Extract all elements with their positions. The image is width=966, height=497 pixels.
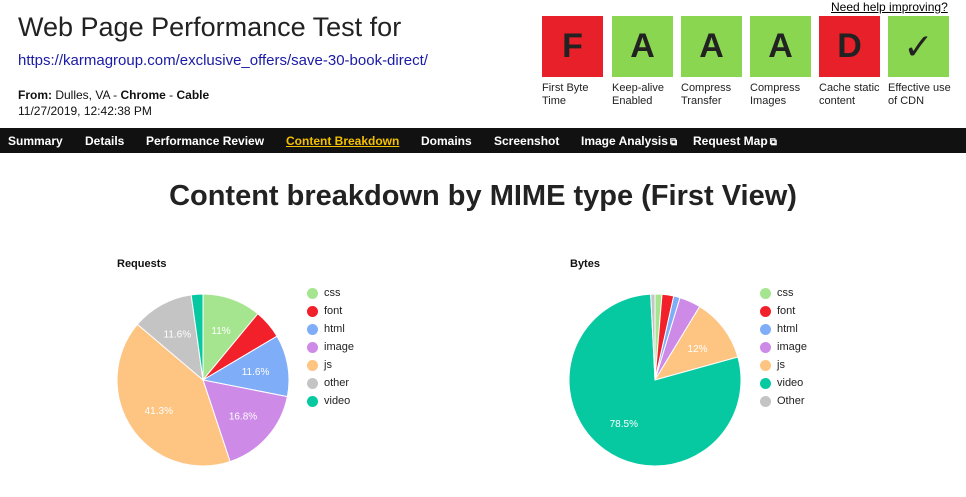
- legend-label: Other: [777, 395, 805, 407]
- external-link-icon: ⧉: [669, 137, 678, 148]
- pie-data-label: 41.3%: [145, 406, 173, 417]
- legend-swatch: [760, 359, 771, 371]
- pie-data-label: 16.8%: [229, 411, 257, 422]
- bytes-chart-title: Bytes: [570, 258, 600, 270]
- legend-swatch: [760, 305, 771, 317]
- nav-request-map[interactable]: Request Map ⧉: [693, 134, 777, 148]
- grade-box[interactable]: A: [612, 16, 673, 77]
- pie-slice-js[interactable]: [117, 323, 231, 466]
- grade-box[interactable]: ✓: [888, 16, 949, 77]
- legend-swatch: [307, 305, 318, 317]
- grade-label: Compress Transfer: [681, 82, 732, 107]
- legend-item-js[interactable]: js: [760, 359, 785, 371]
- legend-swatch: [307, 341, 318, 353]
- nav-domains[interactable]: Domains: [421, 134, 472, 148]
- legend-swatch: [307, 377, 318, 389]
- nav-content-breakdown[interactable]: Content Breakdown: [286, 134, 400, 148]
- requests-legend: css font html image js other video: [307, 287, 387, 417]
- grade-box[interactable]: F: [542, 16, 603, 77]
- legend-item-image[interactable]: image: [760, 341, 807, 353]
- pie-data-label: 11%: [211, 326, 230, 337]
- legend-swatch: [760, 395, 771, 407]
- content-breakdown-heading: Content breakdown by MIME type (First Vi…: [169, 180, 797, 212]
- from-label: From:: [18, 88, 52, 102]
- help-improving-link[interactable]: Need help improving?: [831, 0, 948, 14]
- nav-performance-review[interactable]: Performance Review: [146, 134, 265, 148]
- nav-screenshot[interactable]: Screenshot: [494, 134, 560, 148]
- legend-item-font[interactable]: font: [760, 305, 795, 317]
- legend-label: html: [324, 323, 345, 335]
- legend-label: video: [777, 377, 804, 389]
- requests-chart-title: Requests: [117, 258, 167, 270]
- pie-slice-js[interactable]: [653, 305, 739, 381]
- legend-swatch: [307, 395, 318, 407]
- legend-label: css: [777, 287, 794, 299]
- test-date: 11/27/2019, 12:42:38 PM: [18, 104, 152, 118]
- legend-item-image[interactable]: image: [307, 341, 354, 353]
- legend-item-video[interactable]: video: [760, 377, 803, 389]
- legend-label: font: [324, 305, 343, 317]
- legend-label: js: [324, 359, 332, 371]
- nav-summary[interactable]: Summary: [8, 134, 63, 148]
- legend-swatch: [760, 377, 771, 389]
- grade-label: First Byte Time: [542, 82, 589, 107]
- tested-url-link[interactable]: https://karmagroup.com/exclusive_offers/…: [18, 52, 428, 69]
- legend-item-css[interactable]: css: [760, 287, 794, 299]
- legend-label: image: [324, 341, 354, 353]
- legend-label: html: [777, 323, 798, 335]
- pie-slice-image[interactable]: [202, 379, 288, 463]
- main-nav: Summary Details Performance Review Conte…: [0, 128, 966, 153]
- pie-slice-html[interactable]: [201, 335, 289, 398]
- page-title: Web Page Performance Test for: [18, 12, 402, 42]
- bytes-pie-chart: 12% 78.5%: [569, 294, 741, 466]
- legend-swatch: [760, 287, 771, 299]
- from-location: Dulles, VA -: [52, 88, 121, 102]
- legend-item-html[interactable]: html: [307, 323, 345, 335]
- grade-box[interactable]: A: [750, 16, 811, 77]
- from-connection: Cable: [176, 88, 210, 102]
- legend-item-video[interactable]: video: [307, 395, 350, 407]
- nav-request-map-label: Request Map: [693, 134, 768, 148]
- pie-data-label: 78.5%: [610, 419, 638, 430]
- legend-item-js[interactable]: js: [307, 359, 332, 371]
- legend-item-other[interactable]: Other: [760, 395, 805, 407]
- legend-item-other[interactable]: other: [307, 377, 349, 389]
- legend-item-font[interactable]: font: [307, 305, 342, 317]
- requests-pie-chart: 11% 11.6% 16.8% 41.3% 11.6%: [117, 294, 289, 466]
- nav-image-analysis[interactable]: Image Analysis ⧉: [581, 134, 677, 148]
- from-separator: -: [165, 88, 177, 102]
- grade-box[interactable]: D: [819, 16, 880, 77]
- pie-data-label: 11.6%: [242, 367, 270, 378]
- legend-swatch: [307, 287, 318, 299]
- grade-label: Keep-alive Enabled: [612, 82, 664, 107]
- legend-label: font: [777, 305, 796, 317]
- legend-swatch: [307, 323, 318, 335]
- legend-swatch: [760, 341, 771, 353]
- grade-label: Cache static content: [819, 82, 880, 107]
- grade-box[interactable]: A: [681, 16, 742, 77]
- grade-label: Effective use of CDN: [888, 82, 951, 107]
- pie-slice-other[interactable]: [650, 294, 656, 381]
- legend-label: other: [324, 377, 350, 389]
- legend-label: video: [324, 395, 351, 407]
- legend-item-css[interactable]: css: [307, 287, 341, 299]
- legend-label: css: [324, 287, 341, 299]
- pie-data-label: 11.6%: [164, 329, 192, 340]
- pie-slice-video[interactable]: [190, 294, 204, 381]
- pie-slice-video[interactable]: [569, 294, 741, 466]
- bytes-legend: css font html image js video Other: [760, 287, 840, 417]
- nav-image-analysis-label: Image Analysis: [581, 134, 668, 148]
- nav-details[interactable]: Details: [85, 134, 125, 148]
- external-link-icon: ⧉: [769, 137, 777, 148]
- legend-swatch: [307, 359, 318, 371]
- grade-label: Compress Images: [750, 82, 801, 107]
- from-browser: Chrome: [120, 88, 166, 102]
- legend-label: image: [777, 341, 807, 353]
- legend-item-html[interactable]: html: [760, 323, 798, 335]
- pie-data-label: 12%: [688, 344, 708, 355]
- pie-slice-other[interactable]: [136, 294, 204, 382]
- legend-swatch: [760, 323, 771, 335]
- legend-label: js: [777, 359, 785, 371]
- test-location: From: Dulles, VA - Chrome - Cable: [18, 88, 209, 102]
